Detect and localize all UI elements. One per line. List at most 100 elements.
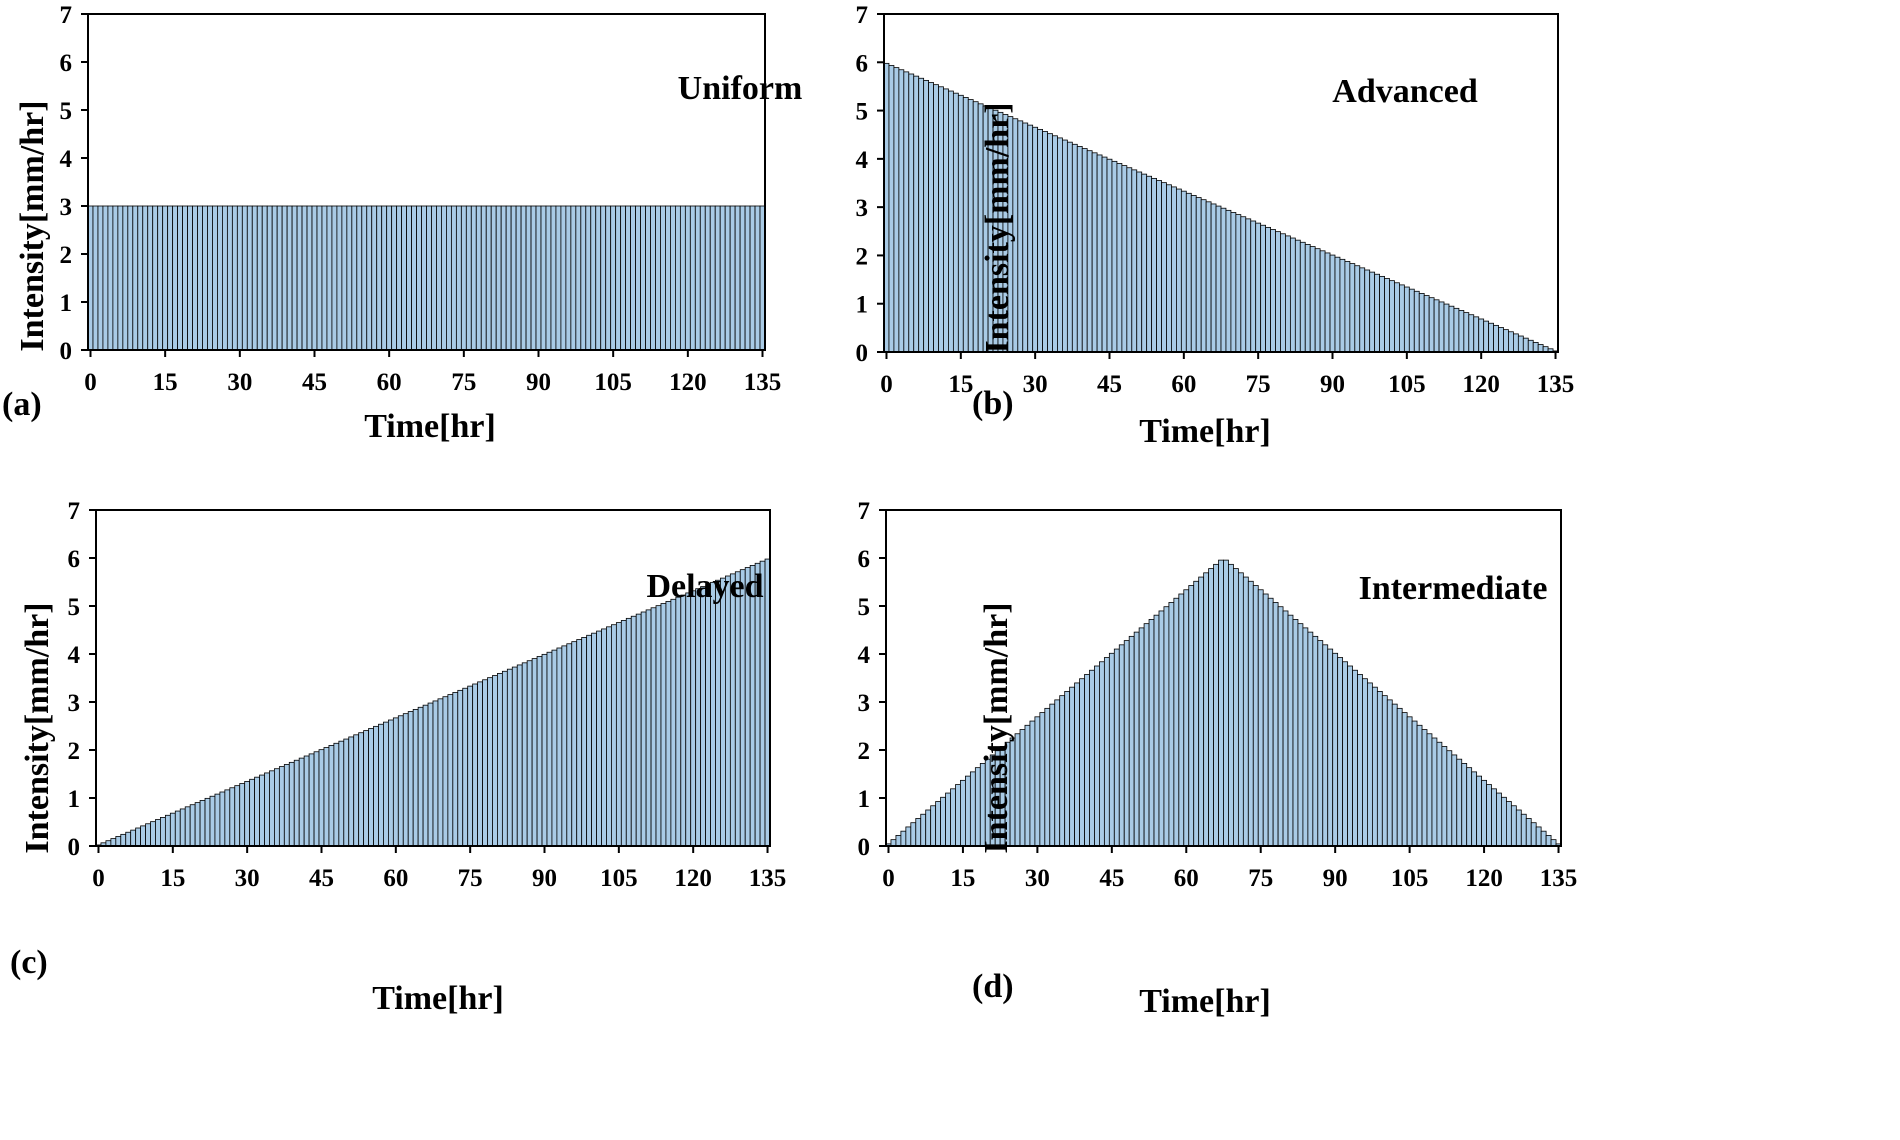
bar — [1198, 576, 1205, 847]
bar — [1039, 712, 1046, 847]
bar — [1401, 712, 1408, 847]
x-tick-label: 0 — [84, 369, 97, 396]
y-axis-label-d: Intensity[mm/hr] — [978, 602, 1015, 854]
bar — [1491, 788, 1497, 847]
x-tick-label: 45 — [1097, 371, 1122, 398]
y-tick-label: 5 — [858, 594, 871, 621]
x-tick-label: 75 — [1248, 865, 1273, 892]
y-tick-label: 6 — [856, 50, 869, 77]
bar — [1049, 703, 1056, 847]
bar — [1540, 830, 1547, 847]
y-tick-label: 6 — [68, 546, 81, 573]
y-tick-label: 1 — [856, 292, 869, 319]
x-tick-label: 45 — [1099, 865, 1124, 892]
bar — [1262, 593, 1269, 847]
y-tick-label: 1 — [60, 290, 73, 317]
bar — [1342, 661, 1348, 847]
x-tick-label: 45 — [309, 865, 334, 892]
y-tick-label: 2 — [68, 738, 81, 765]
bar — [950, 788, 956, 847]
x-tick-label: 45 — [302, 369, 327, 396]
bar — [1168, 602, 1175, 847]
bar — [940, 796, 946, 847]
x-tick-label: 15 — [950, 865, 975, 892]
bar — [1059, 695, 1066, 847]
bar — [1302, 627, 1309, 847]
bar — [1362, 678, 1368, 847]
x-tick-label: 90 — [532, 865, 557, 892]
bar — [1441, 746, 1448, 847]
bar — [1411, 720, 1418, 847]
bar — [905, 826, 912, 847]
bar — [1094, 665, 1100, 847]
bar — [1044, 707, 1051, 847]
bar — [1406, 716, 1413, 847]
x-tick-label: 135 — [744, 369, 782, 396]
bar — [1158, 610, 1165, 847]
bar — [1252, 585, 1259, 847]
bar — [910, 822, 917, 847]
x-tick-label: 105 — [594, 369, 632, 396]
y-tick-label: 2 — [856, 243, 869, 270]
x-tick-label: 120 — [669, 369, 707, 396]
bar — [1496, 792, 1502, 847]
y-tick-label: 3 — [60, 194, 73, 221]
bar — [969, 771, 976, 847]
y-tick-label: 3 — [858, 690, 871, 717]
bar — [1327, 648, 1334, 847]
bar — [1213, 563, 1219, 847]
y-tick-label: 1 — [858, 786, 871, 813]
bar — [1079, 678, 1085, 847]
bar — [1431, 737, 1438, 847]
plot-border — [883, 13, 1559, 353]
x-tick-label: 135 — [749, 865, 787, 892]
bar — [895, 835, 902, 847]
bar — [1223, 559, 1229, 847]
bar — [1322, 644, 1329, 847]
bar — [1128, 635, 1135, 847]
bar — [1446, 750, 1453, 847]
bar — [1034, 716, 1041, 847]
bar — [1506, 801, 1512, 847]
x-tick-label: 105 — [600, 865, 638, 892]
x-tick-label: 0 — [92, 865, 105, 892]
x-tick-label: 120 — [674, 865, 712, 892]
y-tick-label: 5 — [68, 594, 81, 621]
y-tick-label: 7 — [856, 2, 869, 29]
y-tick-label: 2 — [858, 738, 871, 765]
bar — [1143, 623, 1150, 847]
bar — [1451, 754, 1458, 847]
bar — [925, 809, 932, 847]
bar — [1014, 733, 1021, 847]
y-tick-label: 7 — [68, 498, 81, 525]
y-tick-label: 0 — [60, 338, 73, 365]
y-tick-label: 4 — [60, 146, 73, 173]
x-tick-label: 30 — [1025, 865, 1050, 892]
bar — [1019, 729, 1026, 847]
y-tick-label: 0 — [858, 834, 871, 861]
panel-label-d: (d) — [972, 968, 1014, 1005]
x-axis-label-d: Time[hr] — [1139, 983, 1271, 1020]
bar — [1476, 775, 1482, 847]
bar — [1193, 580, 1200, 847]
bar — [930, 805, 937, 847]
bar — [945, 792, 951, 847]
bar — [1456, 758, 1463, 847]
bar — [1292, 619, 1299, 847]
bar — [1163, 606, 1170, 847]
plot-border — [95, 509, 771, 847]
bar — [1089, 669, 1095, 847]
annotation-c: Delayed — [646, 568, 764, 605]
bar — [1357, 674, 1363, 847]
bar — [1272, 602, 1279, 847]
bar — [1257, 589, 1264, 847]
bar — [1515, 809, 1522, 847]
bar — [1267, 597, 1274, 847]
y-tick-label: 1 — [68, 786, 81, 813]
bar — [1486, 784, 1492, 847]
bar — [1208, 568, 1214, 847]
bar — [1113, 648, 1120, 847]
x-tick-label: 60 — [383, 865, 408, 892]
bar — [1307, 631, 1314, 847]
bar — [1133, 631, 1140, 847]
